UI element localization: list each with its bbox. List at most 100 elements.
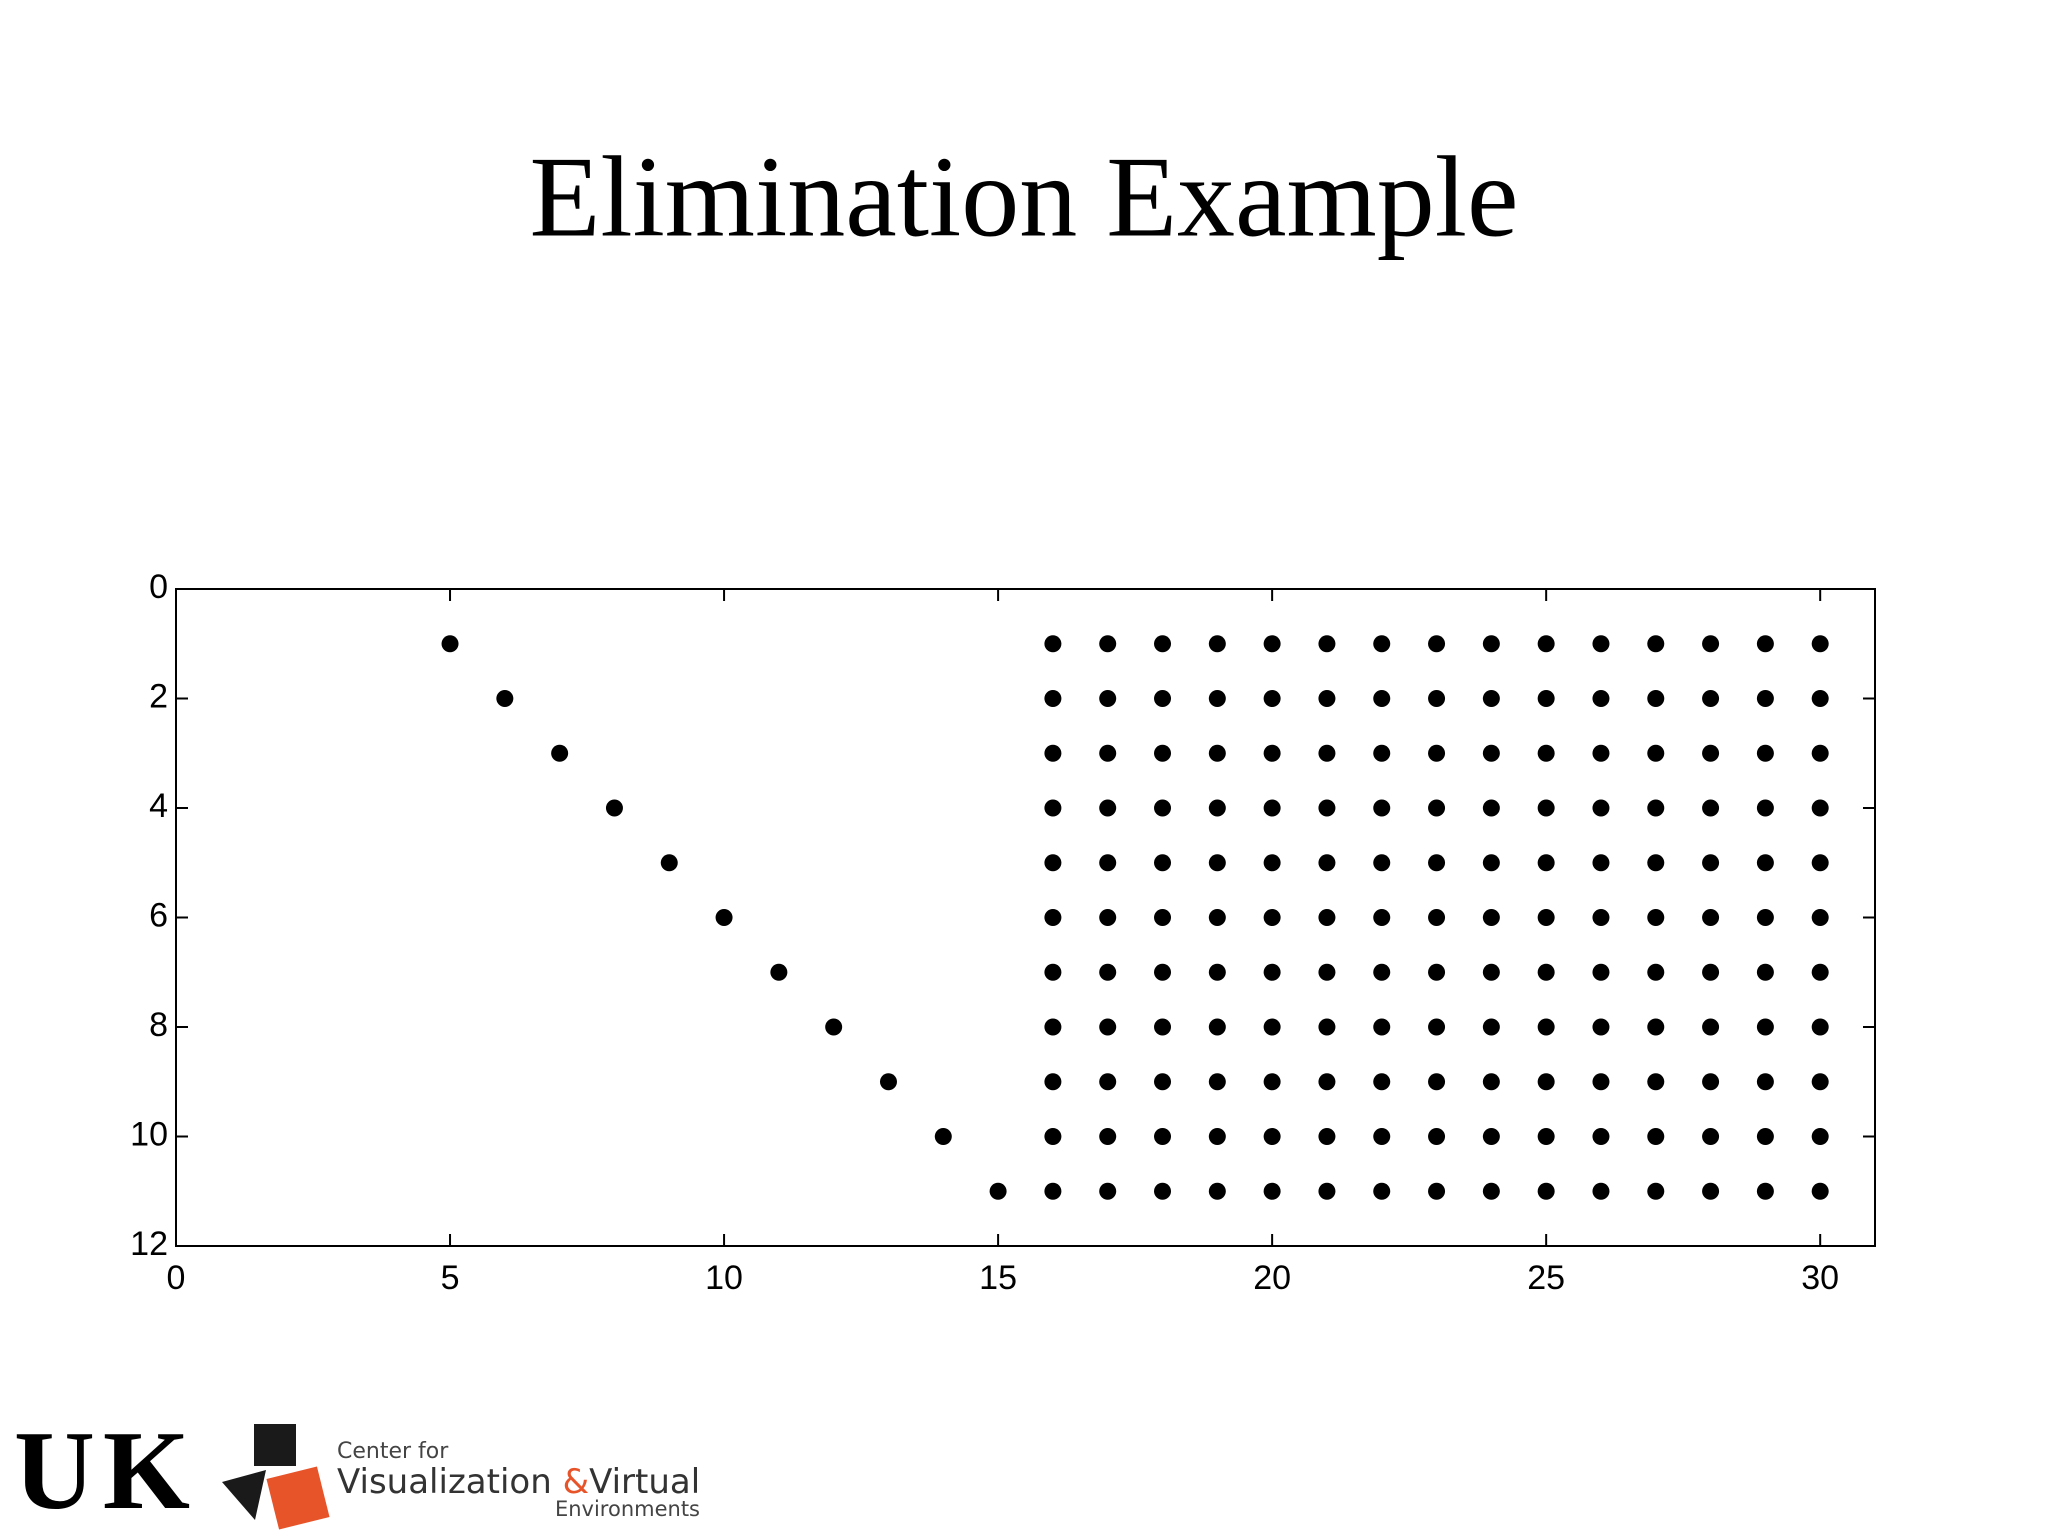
- slide-title: Elimination Example: [529, 134, 1518, 262]
- point: [1647, 909, 1665, 926]
- point: [1044, 1182, 1062, 1200]
- x-tick-label: 30: [1801, 1259, 1839, 1297]
- point: [1154, 690, 1172, 707]
- point: [1318, 690, 1336, 707]
- point: [660, 854, 678, 872]
- point: [1811, 963, 1829, 981]
- point: [1318, 635, 1336, 653]
- point: [1647, 1182, 1665, 1200]
- y-tick-label: 12: [130, 1225, 168, 1263]
- point: [441, 635, 459, 653]
- point: [1811, 690, 1829, 707]
- point: [496, 690, 514, 707]
- y-tick-label: 2: [149, 677, 168, 715]
- y-tick-label: 4: [149, 787, 168, 825]
- point: [1318, 854, 1336, 872]
- point: [1537, 1182, 1555, 1200]
- point: [1373, 1128, 1391, 1145]
- point: [1647, 1018, 1665, 1036]
- point: [1592, 1128, 1610, 1145]
- point: [1154, 1128, 1172, 1145]
- point: [1099, 744, 1117, 762]
- point: [1702, 1018, 1720, 1036]
- point: [1208, 1128, 1226, 1145]
- point: [1263, 690, 1281, 707]
- point: [1482, 744, 1500, 762]
- point: [1263, 635, 1281, 653]
- point: [825, 1018, 843, 1036]
- point: [1154, 799, 1172, 817]
- point: [1756, 1018, 1774, 1036]
- point: [1099, 909, 1117, 926]
- point: [1373, 1182, 1391, 1200]
- point: [1318, 909, 1336, 926]
- point: [1482, 854, 1500, 872]
- point: [1099, 963, 1117, 981]
- point: [1702, 690, 1720, 707]
- point: [1208, 1073, 1226, 1091]
- point: [1318, 1018, 1336, 1036]
- point: [1482, 799, 1500, 817]
- logo-triangle: [222, 1470, 266, 1520]
- point: [1592, 1182, 1610, 1200]
- point: [605, 799, 623, 817]
- point: [1537, 799, 1555, 817]
- point: [1154, 744, 1172, 762]
- point: [1702, 1073, 1720, 1091]
- point: [1428, 690, 1446, 707]
- point: [934, 1128, 952, 1145]
- point: [1428, 1073, 1446, 1091]
- point: [1208, 909, 1226, 926]
- point: [1756, 1073, 1774, 1091]
- point: [1373, 909, 1391, 926]
- point: [1811, 799, 1829, 817]
- point: [1647, 690, 1665, 707]
- point: [1044, 635, 1062, 653]
- point: [1811, 1073, 1829, 1091]
- point: [1373, 635, 1391, 653]
- point: [1318, 799, 1336, 817]
- point: [1756, 635, 1774, 653]
- logo-text: Virtual: [589, 1462, 700, 1502]
- point: [1208, 1182, 1226, 1200]
- point: [1756, 854, 1774, 872]
- point: [1208, 963, 1226, 981]
- point: [1592, 1018, 1610, 1036]
- point: [1702, 854, 1720, 872]
- university-logo: UK: [14, 1409, 190, 1533]
- point: [1373, 854, 1391, 872]
- point: [989, 1182, 1007, 1200]
- y-tick-label: 8: [149, 1006, 168, 1044]
- point: [1044, 690, 1062, 707]
- point: [1482, 1128, 1500, 1145]
- point: [1702, 1128, 1720, 1145]
- point: [1537, 1128, 1555, 1145]
- x-tick-label: 25: [1527, 1259, 1565, 1297]
- point: [1318, 963, 1336, 981]
- point: [1592, 744, 1610, 762]
- point: [1099, 1182, 1117, 1200]
- point: [1811, 635, 1829, 653]
- point: [1263, 854, 1281, 872]
- point: [1044, 963, 1062, 981]
- point: [1428, 635, 1446, 653]
- point: [1373, 963, 1391, 981]
- point: [1537, 963, 1555, 981]
- x-tick-label: 10: [705, 1259, 743, 1297]
- y-tick-label: 10: [130, 1115, 168, 1153]
- point: [1592, 690, 1610, 707]
- point: [1537, 1073, 1555, 1091]
- point: [1318, 1182, 1336, 1200]
- point: [1482, 1018, 1500, 1036]
- point: [1373, 1073, 1391, 1091]
- point: [1154, 1073, 1172, 1091]
- point: [1154, 1182, 1172, 1200]
- point: [1428, 854, 1446, 872]
- point: [879, 1073, 897, 1091]
- point: [1647, 799, 1665, 817]
- point: [1044, 1128, 1062, 1145]
- point: [1428, 963, 1446, 981]
- point: [1263, 1073, 1281, 1091]
